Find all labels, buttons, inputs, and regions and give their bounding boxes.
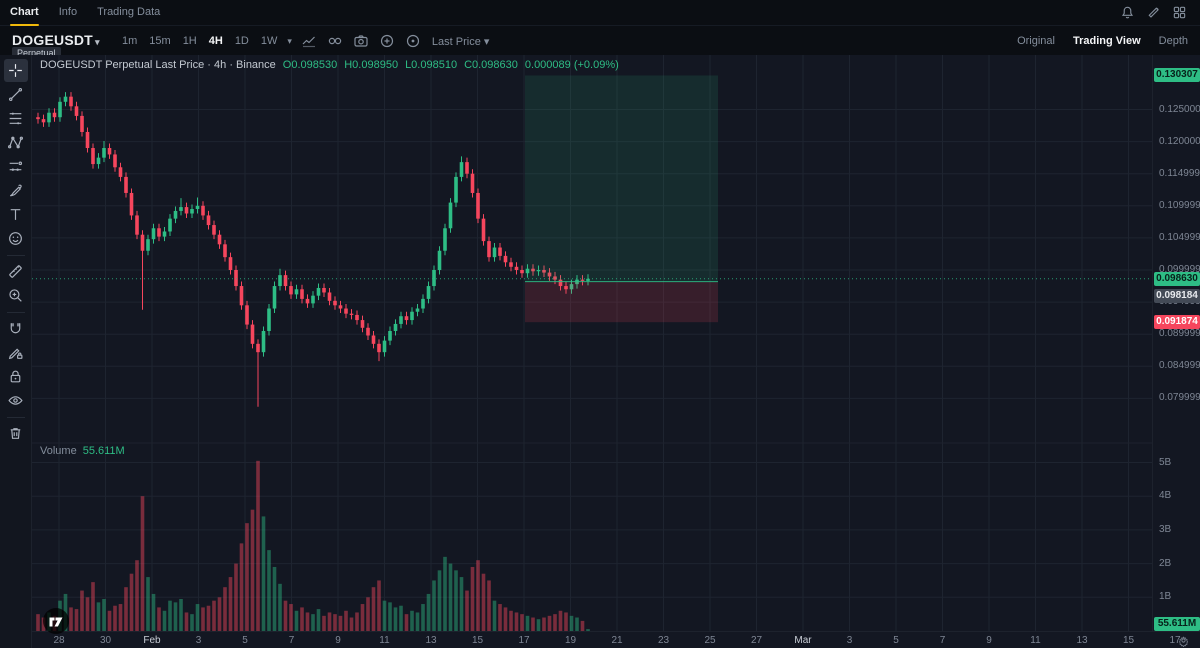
time-axis-label: 19: [564, 635, 577, 646]
axis-label: 0.114999: [1159, 167, 1200, 179]
price-tag: 0.091874: [1154, 315, 1200, 330]
price-tag: 0.098630: [1154, 271, 1200, 286]
view-tab-original[interactable]: Original: [1017, 35, 1055, 47]
axis-settings-gear-icon[interactable]: [1177, 634, 1190, 648]
time-axis-label: 5: [893, 635, 899, 646]
time-axis-label: 17: [518, 635, 530, 646]
lock-all-icon[interactable]: [4, 365, 28, 388]
axis-label: 0.099999: [1159, 264, 1200, 275]
axis-label: 3B: [1159, 523, 1172, 535]
add-alert-icon[interactable]: [374, 32, 400, 50]
view-tab-tradingview[interactable]: Trading View: [1072, 35, 1141, 47]
drawing-toolbar: [0, 55, 32, 648]
price-axis[interactable]: 0.125000 0.120000 0.114999 0.109999 0.104999…: [1152, 55, 1200, 631]
time-axis-label: 13: [425, 635, 437, 646]
axis-label: 0.120000: [1159, 135, 1200, 147]
time-axis-label: 21: [611, 635, 623, 646]
interval-1h[interactable]: 1H: [182, 35, 197, 47]
chevron-down-icon: ▾: [94, 37, 100, 47]
time-axis-label: 28: [53, 635, 65, 646]
interval-15m[interactable]: 15m: [149, 35, 171, 47]
time-axis-label: Mar: [794, 635, 812, 646]
axis-label: 0.104999: [1159, 231, 1200, 243]
interval-1d[interactable]: 1D: [234, 35, 249, 47]
target-icon[interactable]: [400, 32, 426, 50]
trendline-icon[interactable]: [4, 83, 28, 106]
interval-buttons: 1m 15m 1H 4H 1D 1W ▾: [116, 33, 296, 49]
time-axis-label: 15: [1122, 635, 1135, 646]
chart-toolbar: DOGEUSDT ▾ Perpetual 1m 15m 1H 4H 1D 1W ▾…: [0, 27, 1200, 60]
time-axis-label: 13: [1076, 635, 1088, 646]
magnet-icon[interactable]: [4, 317, 28, 340]
time-axis-label: 3: [195, 635, 202, 646]
forecast-icon[interactable]: [4, 155, 28, 178]
time-axis-label: 3: [846, 635, 853, 646]
time-axis-label: 17: [1169, 635, 1181, 646]
view-tabs: Original Trading View Depth: [1017, 35, 1188, 47]
draw-lock-icon[interactable]: [4, 341, 28, 364]
time-axis-label: 7: [939, 635, 946, 646]
price-tag: 0.098184: [1154, 288, 1200, 303]
chevron-down-icon: ▾: [483, 35, 490, 48]
time-axis-label: 25: [704, 635, 716, 646]
fib-retracement-icon[interactable]: [4, 107, 28, 130]
time-axis-label: 23: [657, 635, 670, 646]
time-axis-label: 7: [288, 635, 295, 646]
axis-label: 0.109999: [1159, 199, 1200, 211]
time-axis-label: 30: [99, 635, 112, 646]
tab-trading-data[interactable]: Trading Data: [97, 5, 161, 18]
time-axis-label: 9: [335, 635, 341, 646]
symbol-selector[interactable]: DOGEUSDT ▾: [12, 32, 100, 48]
emoji-icon[interactable]: [4, 227, 28, 250]
time-axis-label: 15: [471, 635, 484, 646]
interval-1m[interactable]: 1m: [122, 35, 138, 47]
time-axis-label: 9: [986, 635, 992, 646]
zoom-in-icon[interactable]: [4, 284, 28, 307]
time-axis-label: 11: [379, 635, 390, 646]
time-axis[interactable]: 28 30 Feb 3 5 7 9 11 13 15 17 19 21 23 25 27 Mar 3 5 7 9 11 13…: [32, 631, 1200, 648]
time-axis-label: 5: [242, 635, 248, 646]
chart-area: DOGEUSDT Perpetual Last Price · 4h · Bin…: [0, 55, 1200, 648]
marker-icon[interactable]: [1140, 5, 1166, 21]
brush-icon[interactable]: [4, 179, 28, 202]
tradingview-logo[interactable]: [42, 607, 70, 635]
time-axis-label: 27: [750, 635, 763, 646]
price-source-dropdown[interactable]: Last Price ▾: [431, 35, 490, 48]
ruler-icon[interactable]: [4, 260, 28, 283]
price-tag: 55.611M: [1154, 617, 1200, 631]
indicators-icon[interactable]: [322, 32, 348, 50]
grid-icon[interactable]: [1166, 5, 1192, 21]
time-axis-label: Feb: [143, 635, 161, 646]
remove-all-icon[interactable]: [4, 422, 28, 445]
view-tab-depth[interactable]: Depth: [1158, 35, 1188, 47]
candlestick-chart[interactable]: [32, 55, 1152, 648]
camera-icon[interactable]: [348, 32, 374, 50]
interval-more-dropdown[interactable]: ▾: [287, 35, 292, 46]
axis-label: 2B: [1159, 557, 1172, 569]
topbar: Chart Info Trading Data: [0, 0, 1200, 26]
time-axis-label: 11: [1030, 635, 1041, 646]
xabcd-pattern-icon[interactable]: [4, 131, 28, 154]
axis-label: 5B: [1159, 456, 1172, 468]
axis-label: 1B: [1159, 591, 1172, 603]
axis-label: 0.089999: [1159, 328, 1200, 340]
bell-icon[interactable]: [1114, 5, 1140, 21]
crosshair-icon[interactable]: [3, 59, 28, 82]
axis-label: 0.079999: [1159, 392, 1200, 404]
tab-chart[interactable]: Chart: [0, 0, 49, 26]
axis-label: 0.125000: [1159, 103, 1200, 115]
text-icon[interactable]: [4, 203, 28, 226]
chart-style-icon[interactable]: [296, 32, 322, 50]
tab-info[interactable]: Info: [58, 5, 78, 18]
hide-all-icon[interactable]: [4, 389, 28, 412]
interval-4h[interactable]: 4H: [208, 35, 223, 47]
interval-1w[interactable]: 1W: [260, 35, 278, 47]
axis-label: 4B: [1159, 490, 1172, 502]
axis-label: 0.084999: [1159, 360, 1200, 372]
price-tag: 0.130307: [1154, 68, 1200, 83]
